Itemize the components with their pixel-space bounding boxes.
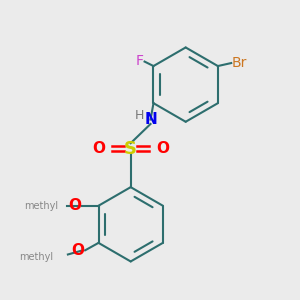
Text: H: H (134, 110, 144, 122)
Text: N: N (144, 112, 157, 127)
Text: S: S (124, 140, 137, 158)
Text: O: O (68, 198, 81, 213)
Text: O: O (71, 243, 84, 258)
Text: O: O (156, 141, 169, 156)
Text: methyl: methyl (24, 201, 58, 211)
Text: methyl: methyl (19, 252, 53, 262)
Text: O: O (92, 141, 105, 156)
Text: F: F (136, 54, 144, 68)
Text: Br: Br (232, 56, 248, 70)
